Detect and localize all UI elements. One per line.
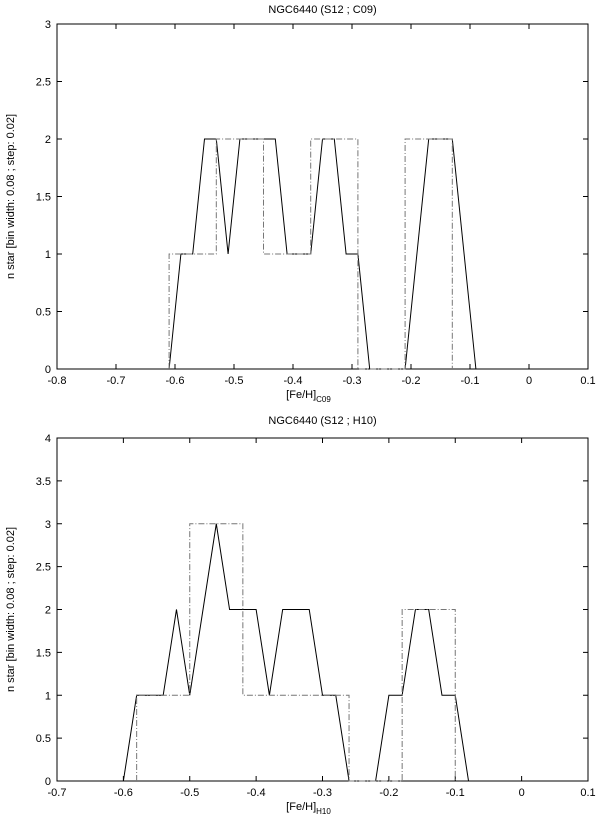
y-tick-label: 4	[45, 433, 51, 445]
x-tick-label: 0.1	[580, 787, 595, 799]
y-tick-label: 0	[45, 776, 51, 788]
x-tick-label: -0.6	[166, 375, 185, 387]
y-axis-label: n star [bin width: 0.08 ; step: 0.02]	[5, 527, 17, 692]
series-solid-line	[168, 138, 477, 370]
y-tick-label: 1.5	[36, 647, 51, 659]
y-tick-label: 2.5	[36, 562, 51, 574]
x-tick-label: -0.4	[247, 787, 266, 799]
chart-title: NGC6440 (S12 ; C09)	[268, 4, 376, 16]
series-dashdot-line	[136, 523, 456, 782]
x-axis-label: [Fe/H]H10	[286, 801, 331, 816]
x-tick-label: -0.5	[180, 787, 199, 799]
y-tick-label: 1	[45, 249, 51, 261]
x-tick-label: -0.2	[402, 375, 421, 387]
y-tick-label: 0.5	[36, 307, 51, 319]
x-tick-label: -0.2	[379, 787, 398, 799]
x-tick-label: 0.1	[580, 375, 595, 387]
x-axis-label-subscript: C09	[316, 395, 331, 404]
y-tick-label: 0	[45, 364, 51, 376]
x-tick-label: 0	[519, 787, 525, 799]
y-tick-label: 1	[45, 690, 51, 702]
x-tick-label: 0	[526, 375, 532, 387]
y-tick-label: 3.5	[36, 476, 51, 488]
chart-panel-1: NGC6440 (S12 ; C09) -0.8 -0.7 -0.6 -0.5 -0.4 -…	[5, 4, 596, 404]
chart-panel-2: NGC6440 (S12 ; H10) -0.7 -0.6 -0.5 -0.4 -0.3 -…	[5, 415, 596, 816]
x-tick-label: -0.7	[107, 375, 126, 387]
x-tick-label: -0.1	[446, 787, 465, 799]
y-tick-label: 1.5	[36, 192, 51, 204]
plot-frame	[56, 437, 589, 782]
y-axis-label: n star [bin width: 0.08 ; step: 0.02]	[5, 114, 17, 279]
y-tick-label: 2	[45, 605, 51, 617]
x-tick-label: -0.5	[225, 375, 244, 387]
x-tick-label: -0.1	[461, 375, 480, 387]
x-tick-label: -0.4	[284, 375, 303, 387]
plot-frame	[56, 23, 589, 370]
y-tick-label: 3	[45, 519, 51, 531]
x-axis-label-main: [Fe/H]	[286, 389, 316, 401]
y-tick-label: 3	[45, 19, 51, 31]
x-axis-label-subscript: H10	[316, 807, 331, 816]
y-tick-label: 2.5	[36, 77, 51, 89]
chart-title: NGC6440 (S12 ; H10)	[268, 415, 376, 427]
x-tick-label: -0.7	[48, 787, 67, 799]
x-tick-label: -0.3	[313, 787, 332, 799]
y-tick-label: 2	[45, 134, 51, 146]
x-tick-label: -0.6	[114, 787, 133, 799]
series-dashdot-line	[168, 138, 453, 370]
x-tick-label: -0.8	[48, 375, 67, 387]
x-tick-label: -0.3	[343, 375, 362, 387]
y-tick-label: 0.5	[36, 733, 51, 745]
series-solid-line	[122, 523, 470, 782]
x-axis-label: [Fe/H]C09	[286, 389, 331, 404]
x-axis-label-main: [Fe/H]	[286, 801, 316, 813]
